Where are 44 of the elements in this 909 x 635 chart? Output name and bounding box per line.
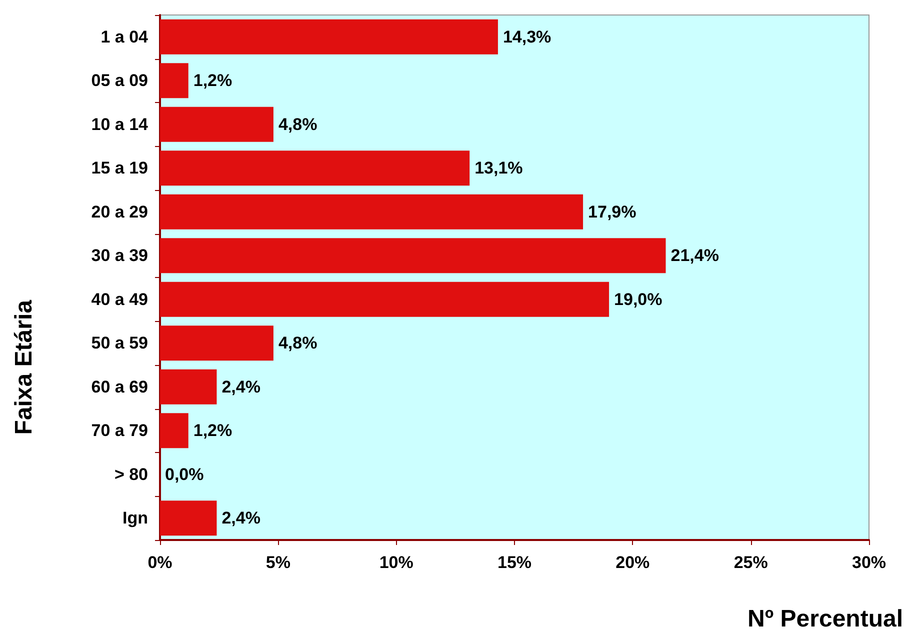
y-tick-label: 10 a 14 [91,114,149,134]
bar [160,19,498,54]
data-label: 17,9% [588,202,636,222]
x-axis-title: Nº Percentual [748,606,903,632]
bar [160,106,274,142]
x-tick-label: 5% [266,553,290,572]
bar [160,369,217,404]
y-tick-label: 30 a 39 [91,246,148,266]
x-tick-label: 15% [497,553,532,572]
bar [160,326,274,361]
bar [160,238,666,274]
y-tick-label: > 80 [114,464,148,484]
bar [160,63,188,98]
data-label: 2,4% [222,377,260,396]
x-tick-label: 25% [734,553,768,572]
y-tick-label: Ign [122,508,148,528]
y-tick-label: 15 a 19 [91,158,148,178]
bar [160,500,217,536]
data-label: 19,0% [614,290,662,309]
bar [160,413,188,448]
data-label: 2,4% [222,508,260,528]
data-label: 13,1% [474,158,523,178]
x-tick-label: 10% [379,553,414,572]
data-label: 21,4% [670,246,719,266]
data-label: 14,3% [502,27,552,46]
y-axis-title: Faixa Etária [10,299,38,435]
bar [160,194,584,230]
y-tick-label: 70 a 79 [91,421,148,440]
data-label: 4,8% [278,114,318,134]
x-tick-label: 0% [148,553,172,572]
y-tick-label: 1 a 04 [100,27,149,46]
y-tick-label: 60 a 69 [91,377,148,396]
y-tick-label: 40 a 49 [91,290,148,309]
x-tick-label: 30% [852,553,886,572]
data-label: 0,0% [165,464,204,484]
data-label: 1,2% [193,421,232,440]
y-tick-label: 50 a 59 [91,334,148,353]
data-label: 4,8% [278,334,318,353]
data-label: 1,2% [193,71,232,90]
bar [160,150,470,186]
y-tick-label: 20 a 29 [91,202,148,222]
y-tick-label: 05 a 09 [91,71,148,90]
x-tick-label: 20% [616,553,650,572]
bar [160,282,610,317]
